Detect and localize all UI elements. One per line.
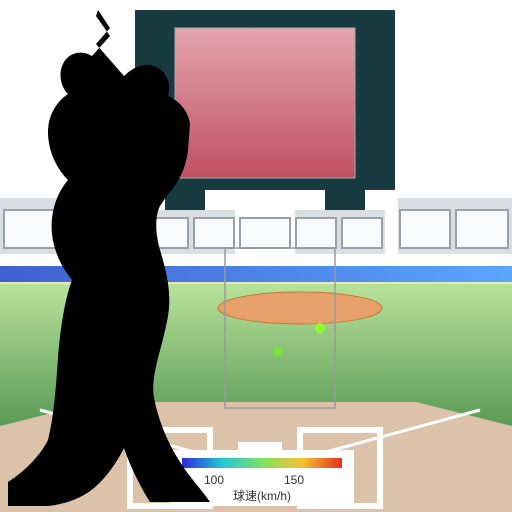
chart-svg: 100 150 球速(km/h) — [0, 0, 512, 512]
legend-title: 球速(km/h) — [233, 489, 291, 503]
scoreboard-leg — [325, 190, 365, 210]
bleacher-panel — [400, 210, 450, 248]
pitchers-mound — [218, 292, 382, 324]
pitch-marker — [273, 347, 283, 357]
bleacher-panel — [342, 218, 382, 248]
legend-tick: 100 — [204, 473, 224, 487]
legend-tick: 150 — [284, 473, 304, 487]
bleacher-panel — [296, 218, 336, 248]
pitch-location-chart: 100 150 球速(km/h) — [0, 0, 512, 512]
scoreboard-screen — [175, 28, 355, 178]
pitch-marker — [315, 323, 325, 333]
bleacher-panel — [456, 210, 508, 248]
bleacher-panel — [194, 218, 234, 248]
scoreboard-leg — [165, 190, 205, 210]
bleacher-panel — [240, 218, 290, 248]
legend-colorbar — [182, 458, 342, 468]
